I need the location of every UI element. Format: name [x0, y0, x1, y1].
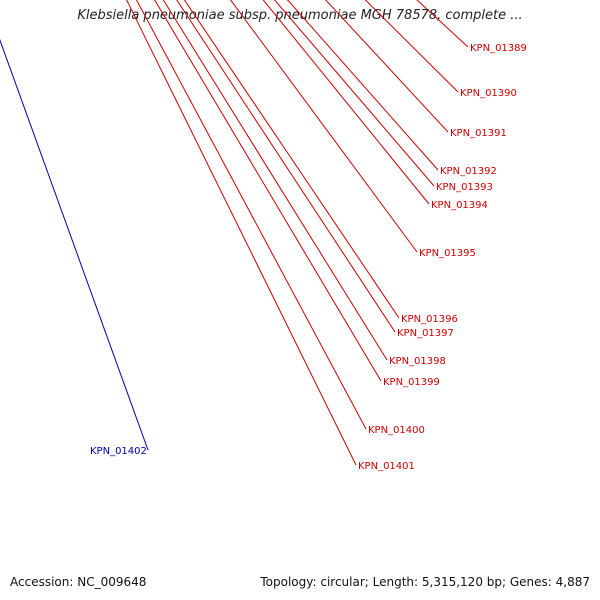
gene-leader-line: [230, 0, 418, 253]
gene-leader-line: [0, 38, 149, 451]
gene-label: KPN_01391: [450, 128, 507, 139]
gene-leader-line: [287, 0, 439, 171]
gene-label: KPN_01395: [419, 248, 476, 259]
gene-label: KPN_01397: [397, 328, 454, 339]
gene-label: KPN_01393: [436, 182, 493, 193]
gene-label: KPN_01400: [368, 425, 425, 436]
gene-leader-line: [262, 0, 430, 205]
gene-label: KPN_01389: [470, 43, 527, 54]
gene-leader-line: [183, 0, 400, 319]
accession-text: Accession: NC_009648: [8, 575, 149, 589]
gene-label: KPN_01398: [389, 356, 446, 367]
gene-label: KPN_01394: [431, 200, 488, 211]
gene-leader-line: [273, 0, 435, 187]
gene-label: KPN_01392: [440, 166, 497, 177]
gene-label: KPN_01399: [383, 377, 440, 388]
gene-leader-line: [325, 0, 449, 133]
gene-label: KPN_01390: [460, 88, 517, 99]
gene-label: KPN_01402: [90, 446, 147, 457]
gene-leader-line: [162, 0, 388, 361]
gene-leader-line: [135, 0, 367, 430]
gene-leader-line: [364, 0, 459, 93]
gene-label: KPN_01396: [401, 314, 458, 325]
summary-text: Topology: circular; Length: 5,315,120 bp…: [258, 575, 592, 589]
gene-leader-line: [176, 0, 396, 333]
gene-label: KPN_01401: [358, 461, 415, 472]
map-title: Klebsiella pneumoniae subsp. pneumoniae …: [77, 8, 523, 23]
gene-leader-line: [126, 0, 357, 466]
label-layer: KPN_01389 KPN_01390 KPN_01391 KPN_01392 KPN_…: [0, 0, 527, 472]
gene-leader-line: [154, 0, 382, 382]
gene-leader-line: [416, 0, 469, 48]
